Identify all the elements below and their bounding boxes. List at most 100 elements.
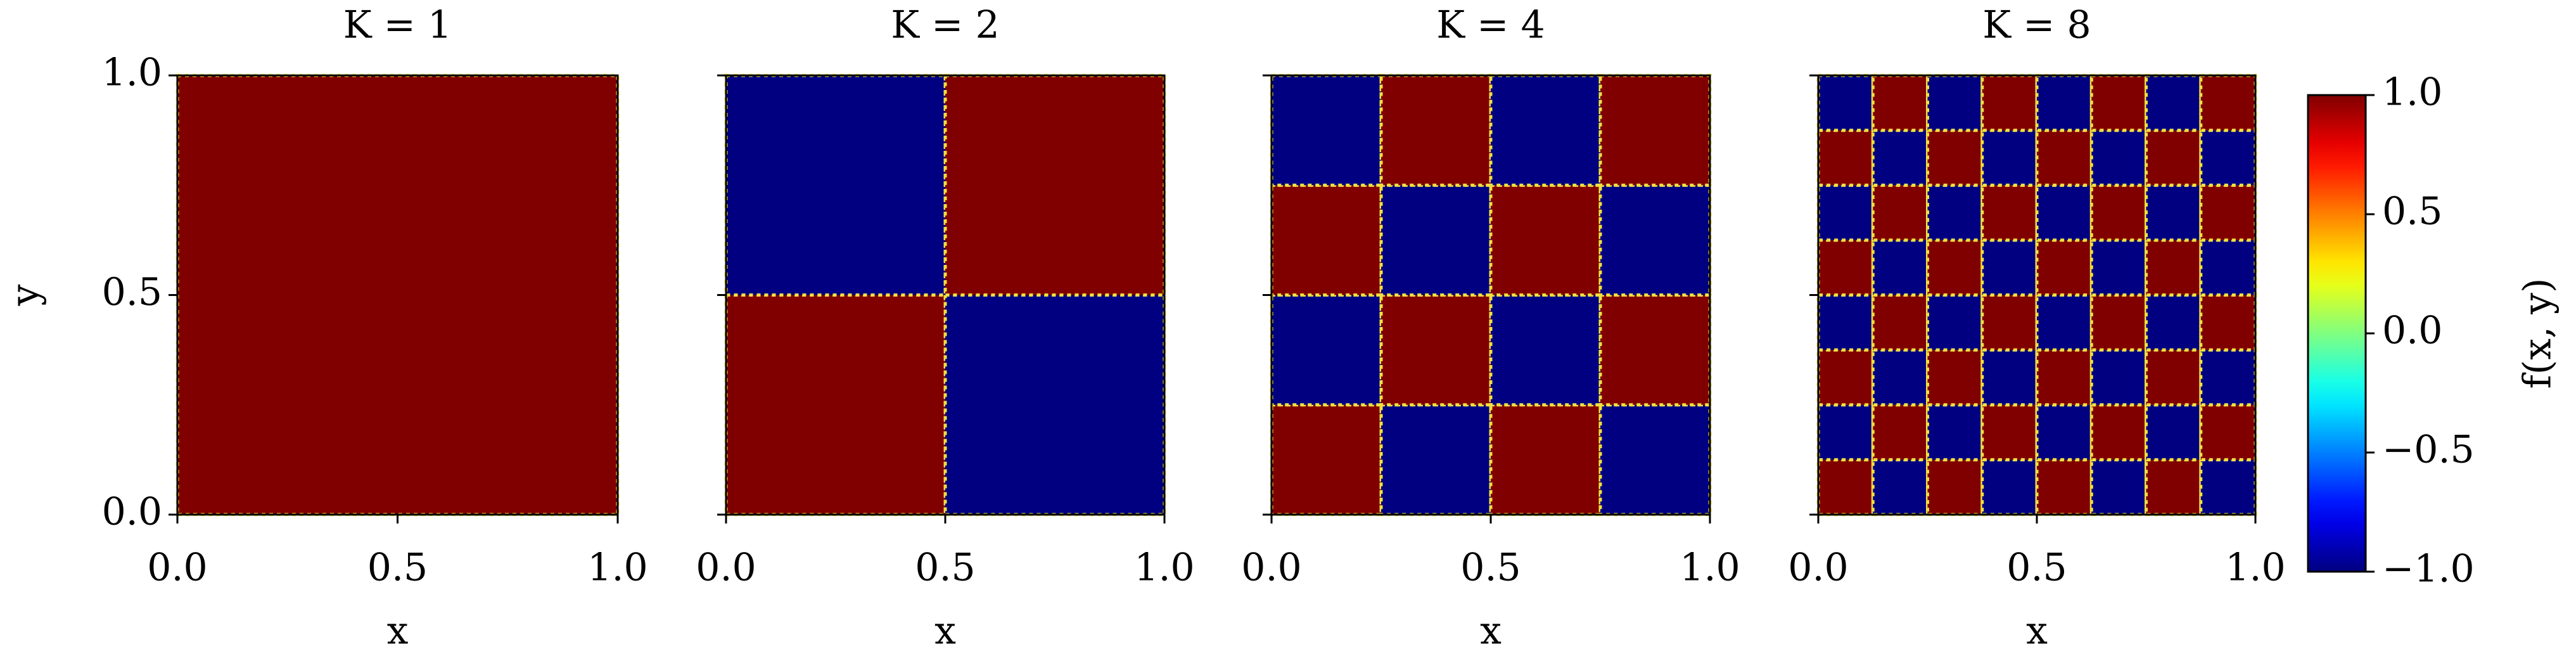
heatmap-cell bbox=[2199, 238, 2257, 297]
heatmap-cell bbox=[724, 293, 947, 517]
heatmap-cell bbox=[1980, 238, 2039, 297]
heatmap-cell bbox=[943, 74, 1166, 297]
colorbar-tick-label: 0.0 bbox=[2382, 309, 2442, 353]
heatmap-cell bbox=[1816, 183, 1875, 242]
heatmap-cell bbox=[1871, 293, 1929, 352]
heatmap-cell bbox=[1926, 183, 1984, 242]
panel-title: K = 4 bbox=[1436, 3, 1545, 48]
heatmap-cell bbox=[2199, 183, 2257, 242]
x-tick-label: 0.5 bbox=[367, 546, 428, 590]
colorbar-tick-label: 1.0 bbox=[2382, 70, 2442, 115]
colorbar-tick-label: −0.5 bbox=[2382, 428, 2475, 472]
heatmap-cell bbox=[1270, 403, 1383, 517]
heatmap-cell bbox=[1871, 183, 1929, 242]
heatmap-cell bbox=[1489, 293, 1602, 407]
heatmap-cell bbox=[1816, 238, 1875, 297]
heatmap-cell bbox=[1926, 403, 1984, 461]
heatmap-cell bbox=[724, 74, 947, 297]
heatmap-cell bbox=[1871, 74, 1929, 132]
heatmap-cell bbox=[1598, 74, 1712, 187]
heatmap-cell bbox=[2089, 293, 2148, 352]
heatmap-cell bbox=[1980, 458, 2039, 517]
heatmap-cell bbox=[2199, 403, 2257, 461]
heatmap-cell bbox=[2145, 293, 2203, 352]
heatmap-cell bbox=[1980, 403, 2039, 461]
heatmap-cell bbox=[2035, 293, 2093, 352]
heatmap-cell bbox=[1980, 183, 2039, 242]
heatmap-cell bbox=[1270, 183, 1383, 297]
x-axis-label: x bbox=[387, 609, 409, 653]
heatmap-cell bbox=[1816, 403, 1875, 461]
heatmap-cell bbox=[1598, 403, 1712, 517]
heatmap-cell bbox=[2145, 458, 2203, 517]
heatmap-cell bbox=[1379, 293, 1493, 407]
heatmap-cell bbox=[2089, 348, 2148, 407]
heatmap-cell bbox=[1926, 238, 1984, 297]
heatmap-cell bbox=[175, 74, 620, 517]
heatmap-cell bbox=[1489, 403, 1602, 517]
x-tick-label: 1.0 bbox=[1680, 546, 1740, 590]
panel-title: K = 8 bbox=[1982, 3, 2091, 48]
heatmap-cell bbox=[2145, 74, 2203, 132]
heatmap-cell bbox=[2089, 129, 2148, 187]
heatmap-cell bbox=[2035, 348, 2093, 407]
heatmap-cell bbox=[1379, 403, 1493, 517]
colorbar-tick-label: 0.5 bbox=[2382, 189, 2442, 234]
panel-title: K = 1 bbox=[343, 3, 452, 48]
heatmap-cell bbox=[1270, 74, 1383, 187]
heatmap-cell bbox=[1871, 129, 1929, 187]
heatmap-cell bbox=[2199, 74, 2257, 132]
heatmap-cell bbox=[2035, 74, 2093, 132]
x-tick-label: 1.0 bbox=[2225, 546, 2285, 590]
colorbar-tick-label: −1.0 bbox=[2382, 547, 2475, 591]
heatmap-cell bbox=[1871, 403, 1929, 461]
y-axis-label: y bbox=[3, 284, 48, 306]
heatmap-cell bbox=[1816, 74, 1875, 132]
y-tick-label: 1.0 bbox=[102, 51, 162, 95]
heatmap-cell bbox=[2035, 403, 2093, 461]
heatmap-cell bbox=[1926, 74, 1984, 132]
colorbar bbox=[2307, 94, 2367, 573]
colorbar-label: f(x, y) bbox=[2516, 278, 2560, 389]
heatmap-cell bbox=[2089, 183, 2148, 242]
heatmap-cell bbox=[2145, 238, 2203, 297]
x-tick-label: 1.0 bbox=[1134, 546, 1194, 590]
heatmap-cell bbox=[1926, 348, 1984, 407]
heatmap-cell bbox=[1816, 348, 1875, 407]
y-tick-label: 0.0 bbox=[102, 490, 162, 534]
heatmap-cell bbox=[1598, 183, 1712, 297]
heatmap-cell bbox=[1926, 458, 1984, 517]
heatmap-cell bbox=[1980, 293, 2039, 352]
heatmap-cell bbox=[1871, 238, 1929, 297]
heatmap-cell bbox=[2089, 458, 2148, 517]
heatmap-cell bbox=[1270, 293, 1383, 407]
heatmap-cell bbox=[1816, 293, 1875, 352]
heatmap-cell bbox=[2089, 238, 2148, 297]
x-tick-label: 0.0 bbox=[147, 546, 207, 590]
heatmap-cell bbox=[1980, 348, 2039, 407]
x-tick-label: 0.5 bbox=[1460, 546, 1521, 590]
x-tick-label: 0.5 bbox=[915, 546, 975, 590]
y-tick-label: 0.5 bbox=[102, 270, 162, 314]
heatmap-cell bbox=[1379, 183, 1493, 297]
heatmap-cell bbox=[1598, 293, 1712, 407]
x-axis-label: x bbox=[934, 609, 956, 653]
heatmap-cell bbox=[2145, 129, 2203, 187]
x-tick-label: 0.0 bbox=[1241, 546, 1301, 590]
heatmap-cell bbox=[1980, 74, 2039, 132]
x-tick-label: 0.0 bbox=[1788, 546, 1848, 590]
heatmap-cell bbox=[1980, 129, 2039, 187]
heatmap-cell bbox=[1926, 129, 1984, 187]
heatmap-cell bbox=[2199, 348, 2257, 407]
heatmap-cell bbox=[2199, 458, 2257, 517]
heatmap-cell bbox=[2089, 74, 2148, 132]
heatmap-cell bbox=[2035, 129, 2093, 187]
heatmap-cell bbox=[2145, 183, 2203, 242]
heatmap-cell bbox=[2145, 348, 2203, 407]
heatmap-cell bbox=[1489, 183, 1602, 297]
heatmap-cell bbox=[2145, 403, 2203, 461]
heatmap-cell bbox=[1379, 74, 1493, 187]
heatmap-cell bbox=[943, 293, 1166, 517]
heatmap-cell bbox=[2035, 183, 2093, 242]
